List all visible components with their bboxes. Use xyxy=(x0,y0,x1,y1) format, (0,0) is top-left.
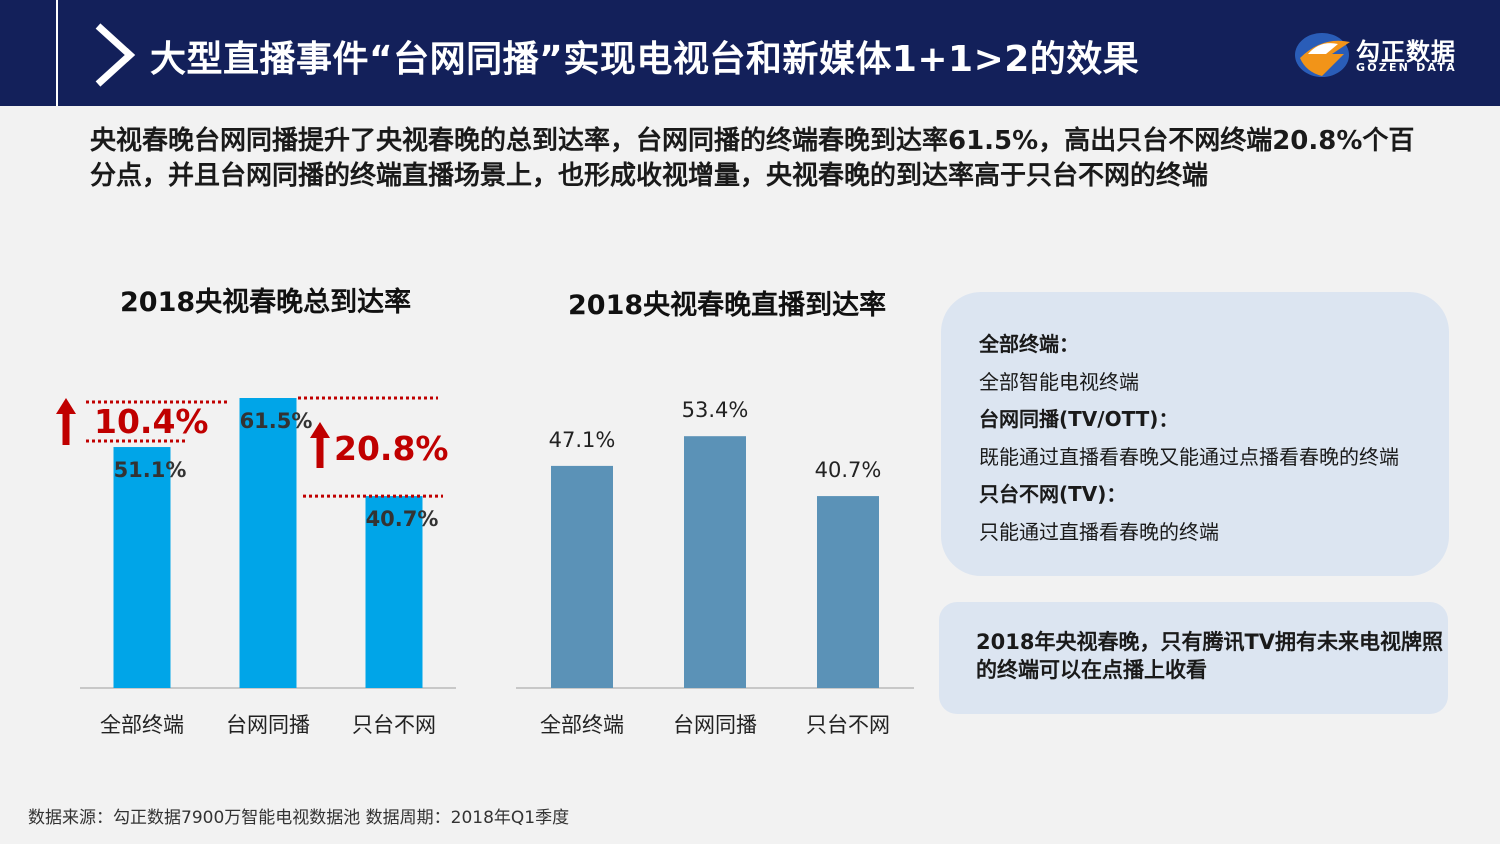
header-divider xyxy=(56,0,58,106)
chart1-value-label-3: 40.7% xyxy=(366,507,439,531)
footer-source: 数据来源：勾正数据7900万智能电视数据池 数据周期：2018年Q1季度 xyxy=(28,808,570,828)
def-term-all: 全部终端： xyxy=(979,332,1079,356)
chart1-bar-3 xyxy=(365,496,423,688)
chart1-bar-1 xyxy=(113,447,171,688)
chart2-bar-3 xyxy=(817,496,879,688)
page-title: 大型直播事件“台网同播”实现电视台和新媒体1+1>2的效果 xyxy=(150,39,1140,80)
chevron-right-icon xyxy=(95,23,136,87)
note-panel: 2018年央视春晚，只有腾讯TV拥有未来电视牌照的终端可以在点播上收看 xyxy=(939,602,1448,714)
annotation-diff-1: 10.4% xyxy=(94,402,209,441)
chart1-category-label-2: 台网同播 xyxy=(226,713,310,737)
chart1-bar-2 xyxy=(239,398,297,688)
arrow-up-icon-2-shaft xyxy=(316,436,324,468)
chart1-category-label-3: 只台不网 xyxy=(352,713,436,737)
chart2-value-label-1: 47.1% xyxy=(549,428,616,452)
definition-panel: 全部终端： 全部智能电视终端 台网同播(TV/OTT)： 既能通过直播看春晚又能… xyxy=(941,292,1449,576)
def-desc-tv: 只能通过直播看春晚的终端 xyxy=(979,519,1219,544)
bar-charts: 51.1% 全部终端 61.5% 台网同播 40.7% 只台不网 47.1% 全部终端 53.4… xyxy=(56,396,914,737)
chart1-value-label-1: 51.1% xyxy=(114,458,187,482)
chart2-bar-1 xyxy=(551,465,613,688)
def-desc-all: 全部智能电视终端 xyxy=(979,369,1139,394)
arrow-up-icon-1-shaft xyxy=(62,412,70,445)
chart1-value-label-2: 61.5% xyxy=(240,409,313,433)
chart1-title: 2018央视春晚总到达率 xyxy=(120,287,412,318)
logo-text-cn: 勾正数据 xyxy=(1356,38,1456,66)
def-desc-tvott: 既能通过直播看春晚又能通过点播看春晚的终端 xyxy=(979,444,1399,469)
arrow-up-icon-2-head xyxy=(310,422,330,438)
gozen-logo-icon xyxy=(1295,33,1350,77)
def-term-tvott: 台网同播(TV/OTT)： xyxy=(979,407,1179,431)
annotation-diff-2: 20.8% xyxy=(334,429,449,468)
def-term-tv: 只台不网(TV)： xyxy=(979,482,1127,506)
chart2-value-label-2: 53.4% xyxy=(682,398,749,422)
chart2-value-label-3: 40.7% xyxy=(815,458,882,482)
chart2-category-label-3: 只台不网 xyxy=(806,713,890,737)
logo-text-en: GOZEN DATA xyxy=(1356,61,1457,74)
chart2-title: 2018央视春晚直播到达率 xyxy=(568,290,887,321)
chart1-category-label-1: 全部终端 xyxy=(100,713,184,737)
logo: 勾正数据 GOZEN DATA xyxy=(1292,28,1482,84)
header-bar: 大型直播事件“台网同播”实现电视台和新媒体1+1>2的效果 勾正数据 GOZEN… xyxy=(0,0,1500,106)
chart2-category-label-1: 全部终端 xyxy=(540,713,624,737)
note-text: 2018年央视春晚，只有腾讯TV拥有未来电视牌照的终端可以在点播上收看 xyxy=(976,630,1444,682)
chart2-category-label-2: 台网同播 xyxy=(673,713,757,737)
summary-text: 央视春晚台网同播提升了央视春晚的总到达率，台网同播的终端春晚到达率61.5%，高… xyxy=(90,126,1415,191)
arrow-up-icon-1-head xyxy=(56,398,76,414)
chart2-bar-2 xyxy=(684,436,746,688)
